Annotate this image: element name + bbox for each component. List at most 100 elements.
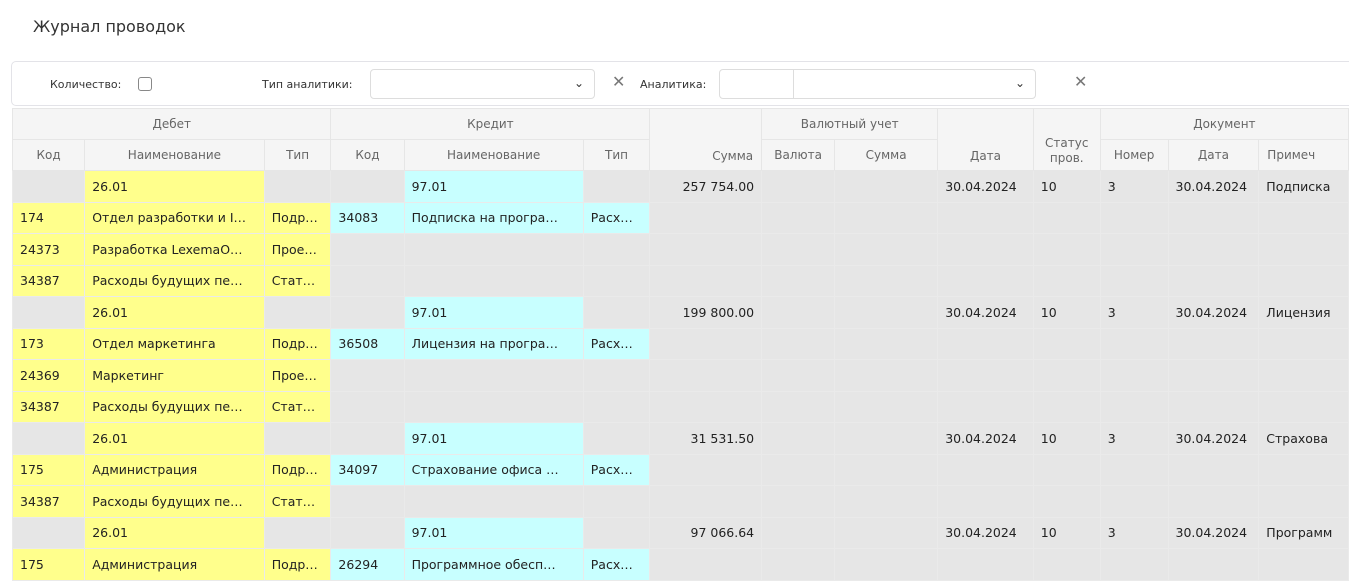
- cell-currency: [761, 170, 836, 203]
- analytics-code-input[interactable]: [719, 69, 794, 99]
- entry-detail-row[interactable]: 34387 Расходы будущих пе… Стат…: [11, 485, 1349, 518]
- cell-credit-name: [403, 485, 584, 518]
- cell-date: 30.04.2024: [937, 296, 1034, 329]
- cell-credit-type: [582, 516, 651, 549]
- cell-debit-type: Подр…: [263, 201, 332, 234]
- entry-detail-row[interactable]: 24373 Разработка LexemaO… Прое…: [11, 233, 1349, 266]
- cell-credit-code: [330, 390, 405, 423]
- cell-debit-type: [263, 516, 332, 549]
- clear-analytics-icon[interactable]: ✕: [1074, 72, 1088, 91]
- header-credit-type[interactable]: Тип: [582, 139, 651, 171]
- analytics-select[interactable]: ⌄: [793, 69, 1036, 99]
- cell-sum: [649, 233, 763, 266]
- cell-sum: 97 066.64: [649, 516, 763, 549]
- cell-date: [937, 264, 1034, 297]
- entry-summary-row[interactable]: 26.01 97.01 257 754.00 30.04.2024 10 3 30.04.2…: [11, 170, 1349, 203]
- cell-credit-type: [582, 359, 651, 392]
- quantity-label: Количество:: [50, 78, 122, 91]
- cell-sum: [649, 453, 763, 486]
- cell-debit-name: Расходы будущих пе…: [84, 390, 265, 423]
- cell-status: [1032, 548, 1101, 581]
- clear-analytics-type-icon[interactable]: ✕: [612, 72, 626, 91]
- header-currency-sum[interactable]: Сумма: [834, 139, 939, 171]
- cell-status: [1032, 390, 1101, 423]
- cell-credit-code: [330, 264, 405, 297]
- cell-currency: [761, 296, 836, 329]
- cell-doc-number: 3: [1099, 516, 1169, 549]
- entry-summary-row[interactable]: 26.01 97.01 97 066.64 30.04.2024 10 3 30.04.20…: [11, 516, 1349, 549]
- cell-date: [937, 233, 1034, 266]
- header-credit-code[interactable]: Код: [330, 139, 405, 171]
- header-sum[interactable]: Сумма: [649, 108, 763, 171]
- cell-debit-type: [263, 170, 332, 203]
- cell-status: [1032, 327, 1101, 360]
- cell-doc-number: [1099, 453, 1169, 486]
- cell-debit-name: Расходы будущих пе…: [84, 264, 265, 297]
- cell-doc-date: [1167, 233, 1260, 266]
- cell-debit-code: 34387: [11, 485, 86, 518]
- cell-currency-sum: [834, 264, 939, 297]
- entry-detail-row[interactable]: 175 Администрация Подр… 34097 Страхование оф…: [11, 453, 1349, 486]
- cell-credit-code: [330, 485, 405, 518]
- entry-detail-row[interactable]: 175 Администрация Подр… 26294 Программное об…: [11, 548, 1349, 581]
- entry-detail-row[interactable]: 34387 Расходы будущих пе… Стат…: [11, 264, 1349, 297]
- cell-doc-note: Страхова: [1258, 422, 1349, 455]
- cell-doc-note: [1258, 453, 1349, 486]
- cell-credit-type: [582, 422, 651, 455]
- cell-status: 10: [1032, 516, 1101, 549]
- cell-credit-code: [330, 233, 405, 266]
- cell-credit-type: [582, 485, 651, 518]
- header-document: Документ: [1099, 108, 1349, 140]
- header-doc-note[interactable]: Примеч: [1258, 139, 1349, 171]
- header-debit-code[interactable]: Код: [11, 139, 86, 171]
- cell-sum: [649, 201, 763, 234]
- cell-credit-type: [582, 296, 651, 329]
- analytics-type-select[interactable]: ⌄: [370, 69, 595, 99]
- analytics-label: Аналитика:: [640, 78, 707, 91]
- header-currency-code[interactable]: Валюта: [761, 139, 836, 171]
- entry-detail-row[interactable]: 24369 Маркетинг Прое…: [11, 359, 1349, 392]
- header-status[interactable]: Статус пров.: [1032, 108, 1101, 171]
- cell-currency-sum: [834, 422, 939, 455]
- cell-currency-sum: [834, 170, 939, 203]
- cell-doc-date: [1167, 453, 1260, 486]
- cell-doc-date: 30.04.2024: [1167, 170, 1260, 203]
- header-credit: Кредит: [330, 108, 651, 140]
- cell-currency: [761, 548, 836, 581]
- cell-credit-code: 34083: [330, 201, 405, 234]
- cell-debit-code: 24373: [11, 233, 86, 266]
- entry-detail-row[interactable]: 173 Отдел маркетинга Подр… 36508 Лицензия на…: [11, 327, 1349, 360]
- cell-doc-note: Лицензия: [1258, 296, 1349, 329]
- header-debit-type[interactable]: Тип: [263, 139, 332, 171]
- entries-table: Дебет Кредит Сумма Валютный учет Дата Ст…: [11, 108, 1349, 581]
- header-debit-name[interactable]: Наименование: [84, 139, 265, 171]
- header-doc-number[interactable]: Номер: [1099, 139, 1169, 171]
- header-credit-name[interactable]: Наименование: [403, 139, 584, 171]
- cell-status: 10: [1032, 422, 1101, 455]
- cell-doc-note: [1258, 548, 1349, 581]
- entry-detail-row[interactable]: 34387 Расходы будущих пе… Стат…: [11, 390, 1349, 423]
- cell-credit-code: [330, 170, 405, 203]
- entry-summary-row[interactable]: 26.01 97.01 199 800.00 30.04.2024 10 3 30.04.2…: [11, 296, 1349, 329]
- cell-credit-code: [330, 422, 405, 455]
- cell-currency: [761, 327, 836, 360]
- cell-date: [937, 201, 1034, 234]
- entry-detail-row[interactable]: 174 Отдел разработки и I… Подр… 34083 Подпис…: [11, 201, 1349, 234]
- cell-doc-number: [1099, 485, 1169, 518]
- cell-doc-number: [1099, 359, 1169, 392]
- cell-sum: [649, 485, 763, 518]
- cell-currency: [761, 422, 836, 455]
- cell-debit-type: Стат…: [263, 485, 332, 518]
- cell-doc-date: 30.04.2024: [1167, 422, 1260, 455]
- cell-credit-type: [582, 264, 651, 297]
- header-doc-date[interactable]: Дата: [1167, 139, 1260, 171]
- cell-doc-note: [1258, 233, 1349, 266]
- header-date[interactable]: Дата: [937, 108, 1034, 171]
- quantity-checkbox[interactable]: [138, 77, 152, 91]
- cell-currency: [761, 485, 836, 518]
- entry-summary-row[interactable]: 26.01 97.01 31 531.50 30.04.2024 10 3 30.04.20…: [11, 422, 1349, 455]
- cell-doc-note: [1258, 201, 1349, 234]
- cell-sum: [649, 359, 763, 392]
- cell-credit-type: [582, 233, 651, 266]
- cell-credit-code: [330, 359, 405, 392]
